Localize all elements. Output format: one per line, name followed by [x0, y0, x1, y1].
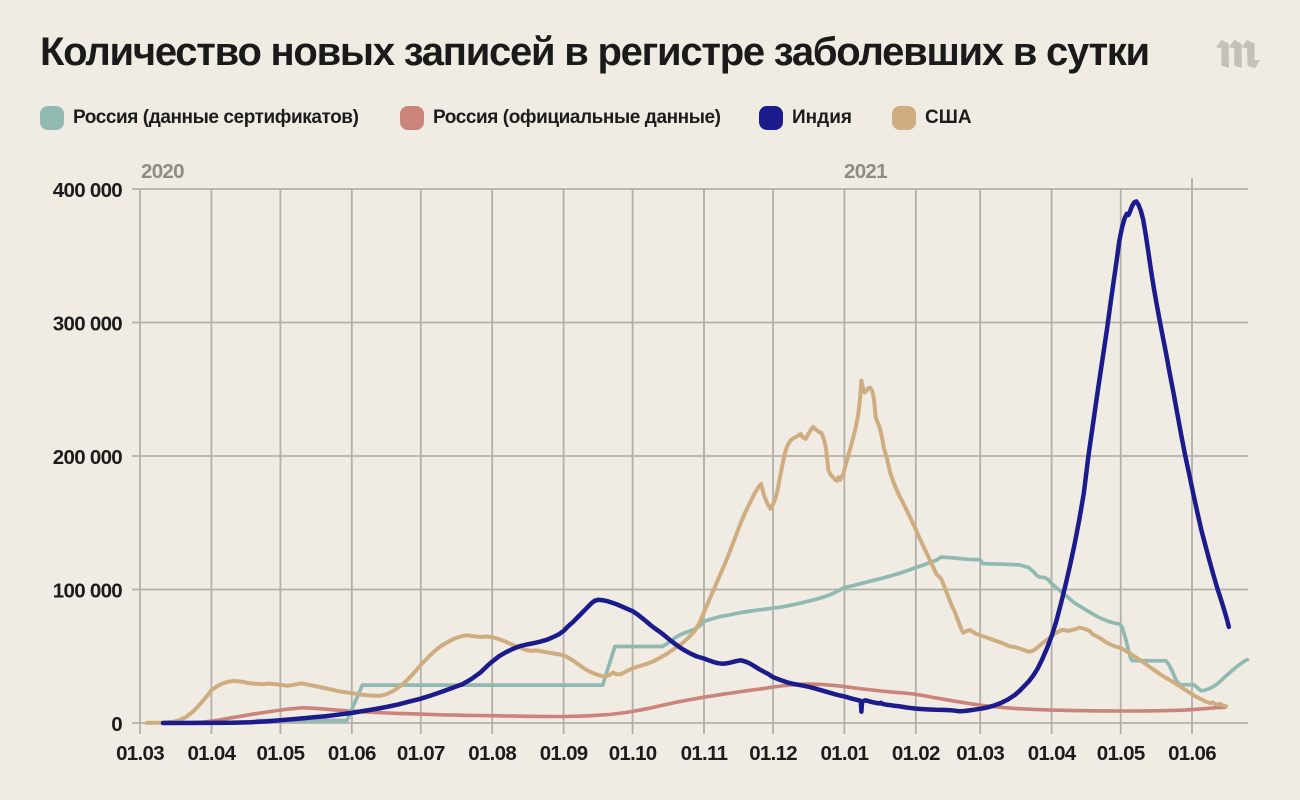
svg-text:0: 0	[111, 713, 122, 736]
svg-text:01.04: 01.04	[1028, 742, 1077, 765]
svg-text:2021: 2021	[844, 160, 887, 183]
svg-text:01.05: 01.05	[1097, 742, 1145, 765]
svg-text:01.02: 01.02	[892, 742, 940, 765]
svg-text:01.12: 01.12	[749, 742, 797, 765]
svg-text:01.03: 01.03	[116, 742, 164, 765]
svg-text:01.10: 01.10	[609, 742, 657, 765]
svg-text:01.07: 01.07	[397, 742, 445, 765]
svg-text:300 000: 300 000	[53, 313, 123, 336]
svg-text:01.08: 01.08	[468, 742, 516, 765]
svg-text:01.11: 01.11	[681, 742, 728, 765]
svg-text:01.05: 01.05	[256, 742, 304, 765]
svg-text:400 000: 400 000	[53, 179, 123, 202]
svg-text:2020: 2020	[141, 160, 184, 183]
svg-text:01.03: 01.03	[956, 742, 1004, 765]
svg-text:200 000: 200 000	[53, 446, 123, 469]
svg-text:100 000: 100 000	[53, 580, 123, 603]
svg-text:01.09: 01.09	[540, 742, 588, 765]
svg-text:01.01: 01.01	[820, 742, 868, 765]
svg-text:01.06: 01.06	[1168, 742, 1216, 765]
svg-text:01.06: 01.06	[328, 742, 376, 765]
svg-text:01.04: 01.04	[187, 742, 236, 765]
